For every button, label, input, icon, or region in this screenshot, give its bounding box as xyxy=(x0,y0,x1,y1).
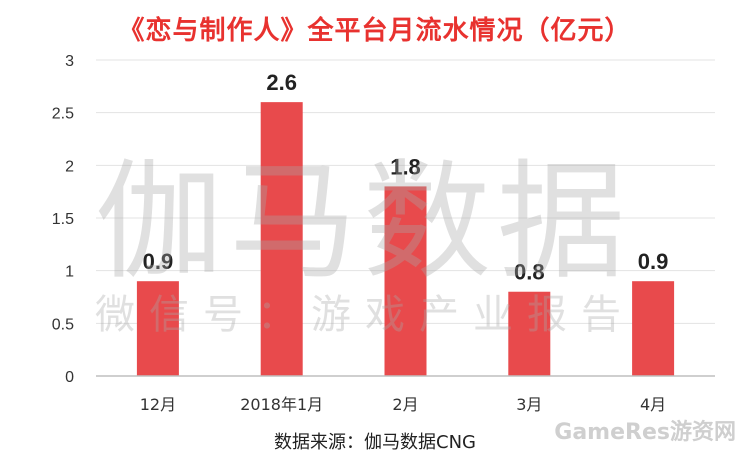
y-tick-label: 2.5 xyxy=(52,106,74,123)
watermark-sub: 微信号：游戏产业报告 xyxy=(95,292,635,338)
y-tick-label: 1 xyxy=(65,264,74,281)
bar xyxy=(508,291,551,376)
bar xyxy=(632,281,675,376)
y-tick-label: 0.5 xyxy=(52,316,74,333)
x-tick-label: 2月 xyxy=(392,395,418,414)
data-label: 0.8 xyxy=(514,260,545,285)
y-tick-label: 2 xyxy=(65,158,74,175)
data-label: 1.8 xyxy=(390,154,421,179)
watermark-corner: GameRes游资网 xyxy=(554,420,736,445)
y-tick-label: 1.5 xyxy=(52,211,74,228)
y-tick-label: 3 xyxy=(65,53,74,70)
y-tick-label: 0 xyxy=(65,369,74,386)
x-tick-label: 12月 xyxy=(140,395,176,414)
data-label: 0.9 xyxy=(143,249,174,274)
data-label: 0.9 xyxy=(638,249,669,274)
data-label: 2.6 xyxy=(266,70,297,95)
bar xyxy=(260,102,303,376)
x-tick-label: 3月 xyxy=(516,395,542,414)
bar xyxy=(136,281,179,376)
source-note: 数据来源：伽马数据CNG xyxy=(274,432,476,453)
x-tick-label: 4月 xyxy=(640,395,666,414)
bar xyxy=(384,186,427,376)
chart-title: 《恋与制作人》全平台月流水情况（亿元） xyxy=(118,16,632,46)
watermark-main: 伽马数据 xyxy=(95,148,632,297)
x-tick-label: 2018年1月 xyxy=(240,395,323,414)
